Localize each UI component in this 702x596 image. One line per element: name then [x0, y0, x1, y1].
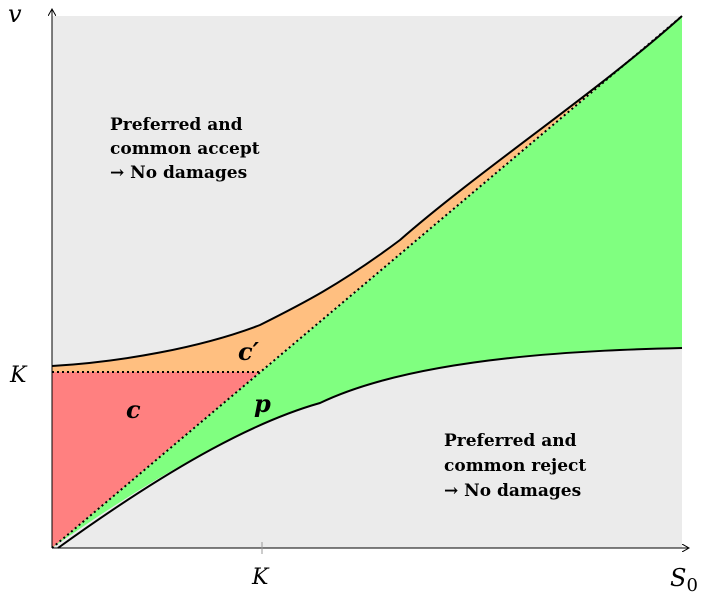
x-tick-label: K [251, 565, 270, 590]
c-label: c [126, 395, 141, 424]
x-axis-label: S0 [670, 564, 698, 596]
top-region-text: Preferred and common accept → No damages [110, 115, 265, 183]
y-axis-label: v [8, 0, 22, 28]
green-lower-left [52, 372, 320, 548]
y-tick-label: K [9, 363, 28, 388]
p-label: p [254, 389, 271, 418]
lower-curve [57, 347, 683, 549]
c-prime-label: c′ [238, 337, 260, 366]
upper-curve [51, 15, 683, 367]
bottom-region-text: Preferred and common reject → No damages [444, 431, 592, 501]
